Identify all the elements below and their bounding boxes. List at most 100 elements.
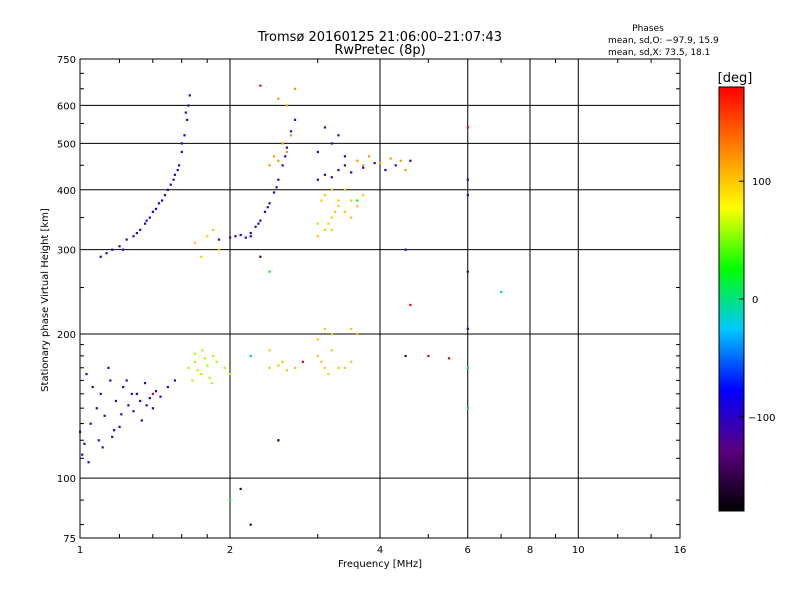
data-point (151, 407, 155, 410)
data-point (186, 118, 189, 121)
data-point (91, 385, 94, 389)
data-point (196, 369, 199, 372)
phase-stats-x: mean, sd,X: 73.5, 18.1 (608, 48, 710, 58)
data-point (151, 210, 155, 213)
data-point (193, 241, 197, 244)
data-point (151, 392, 155, 396)
data-point (135, 231, 138, 235)
data-point (215, 360, 218, 363)
data-point (379, 161, 382, 165)
data-point (362, 166, 365, 169)
y-tick-label: 750 (57, 55, 76, 66)
data-point (187, 366, 190, 369)
x-tick-label: 10 (572, 545, 585, 556)
data-point (143, 381, 147, 385)
data-point (316, 178, 319, 181)
data-point (404, 248, 407, 251)
data-point (275, 186, 278, 189)
data-point (259, 255, 262, 258)
data-point (122, 385, 125, 389)
data-point (337, 168, 340, 172)
data-point (285, 146, 288, 149)
data-point (323, 228, 327, 231)
data-point (268, 164, 271, 167)
data-point (229, 499, 232, 502)
data-point (166, 385, 169, 389)
data-point (127, 404, 130, 407)
data-point (97, 439, 100, 442)
y-tick-label: 100 (57, 474, 76, 485)
data-point (277, 159, 280, 162)
data-point (166, 188, 169, 191)
data-point (125, 379, 128, 382)
data-point (183, 134, 186, 137)
data-point (109, 379, 112, 382)
data-point (266, 206, 269, 209)
x-axis-label: Frequency [MHz] (338, 559, 422, 570)
data-point (180, 142, 183, 145)
x-tick-label: 4 (377, 545, 383, 556)
data-point (111, 248, 114, 251)
data-point (389, 157, 392, 160)
data-point (281, 142, 284, 145)
data-point (249, 523, 252, 526)
data-point (208, 376, 211, 379)
data-point (404, 168, 407, 172)
data-point (350, 171, 353, 174)
data-point (316, 354, 319, 358)
data-point (466, 366, 469, 369)
data-point (157, 202, 161, 205)
colorbar-ticks: 100 0 −100 (739, 177, 775, 424)
data-point (99, 392, 102, 396)
data-point (350, 216, 353, 219)
plot-grid (80, 59, 680, 538)
data-point (254, 225, 257, 228)
data-point (268, 366, 271, 369)
data-point (409, 303, 412, 307)
data-point (447, 357, 451, 360)
data-point (239, 487, 242, 491)
data-point (330, 349, 333, 352)
data-point (210, 381, 214, 385)
data-point (316, 338, 319, 341)
data-point (330, 188, 333, 191)
data-point (343, 366, 347, 369)
data-point (132, 410, 135, 413)
data-point (263, 210, 267, 213)
data-point (140, 419, 143, 422)
x-tick-label: 6 (465, 545, 471, 556)
data-point (281, 360, 284, 363)
data-point (132, 235, 135, 238)
phase-stats-o: mean, sd,O: −97.9, 15.9 (608, 36, 719, 46)
data-point (180, 150, 183, 154)
data-point (350, 327, 353, 331)
data-point (337, 199, 340, 202)
data-point (343, 210, 347, 213)
data-point (293, 118, 297, 121)
y-axis-label: Stationary phase Virtual Height [km] (40, 208, 51, 392)
data-point (184, 111, 187, 114)
data-point (81, 453, 84, 456)
data-point (466, 327, 469, 331)
data-point (330, 142, 333, 145)
data-point (466, 270, 469, 273)
data-point (200, 372, 203, 376)
data-point (343, 188, 347, 191)
data-point (327, 372, 330, 376)
data-point (500, 290, 503, 293)
colorbar-tick-label: 0 (752, 295, 758, 306)
data-point (272, 155, 276, 158)
y-tick-label: 600 (57, 101, 76, 112)
data-point (114, 399, 118, 403)
data-point (289, 130, 293, 133)
data-point (330, 176, 333, 179)
data-point (466, 407, 469, 410)
data-point (281, 164, 284, 167)
data-point (323, 194, 327, 197)
data-point (337, 134, 340, 137)
data-point (111, 435, 114, 438)
data-point (320, 360, 323, 363)
data-point (85, 372, 88, 376)
data-point (327, 222, 330, 225)
x-tick-label: 16 (674, 545, 687, 556)
